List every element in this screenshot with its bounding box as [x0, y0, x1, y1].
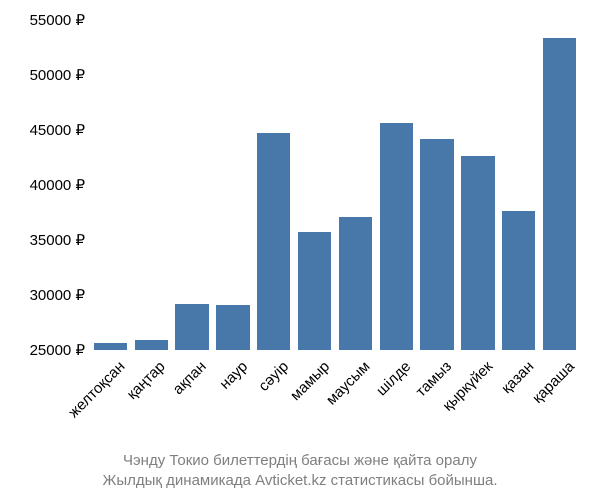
caption-line-2: Жылдық динамикада Avticket.kz статистика…	[0, 472, 600, 489]
bar	[543, 38, 576, 350]
y-tick-label: 50000 ₽	[30, 66, 85, 84]
bar	[502, 211, 535, 350]
y-tick-label: 30000 ₽	[30, 286, 85, 304]
y-tick-label: 45000 ₽	[30, 121, 85, 139]
price-chart: 25000 ₽ 30000 ₽ 35000 ₽ 40000 ₽ 45000 ₽ 50000…	[0, 0, 600, 500]
x-tick-label: наур	[216, 358, 251, 393]
bar	[94, 343, 127, 350]
bar	[420, 139, 453, 350]
x-tick-label: маусым	[323, 358, 374, 409]
y-tick-label: 40000 ₽	[30, 176, 85, 194]
x-tick-label: сәуір	[255, 358, 292, 395]
x-tick-label: ақпан	[170, 358, 210, 398]
x-tick-label: желтоқсан	[66, 358, 129, 421]
bar	[257, 133, 290, 350]
bar	[380, 123, 413, 350]
plot-area	[90, 20, 580, 350]
bar	[135, 340, 168, 350]
bar	[339, 217, 372, 350]
y-tick-label: 55000 ₽	[30, 11, 85, 29]
bar	[216, 305, 249, 350]
bar	[461, 156, 494, 350]
caption-line-1: Чэнду Токио билеттердің бағасы және қайт…	[0, 452, 600, 469]
bar	[298, 232, 331, 350]
bar	[175, 304, 208, 350]
x-tick-label: қаңтар	[124, 358, 169, 403]
y-tick-label: 35000 ₽	[30, 231, 85, 249]
x-tick-label: шілде	[373, 358, 414, 399]
y-tick-label: 25000 ₽	[30, 341, 85, 359]
x-tick-label: қараша	[529, 358, 578, 407]
